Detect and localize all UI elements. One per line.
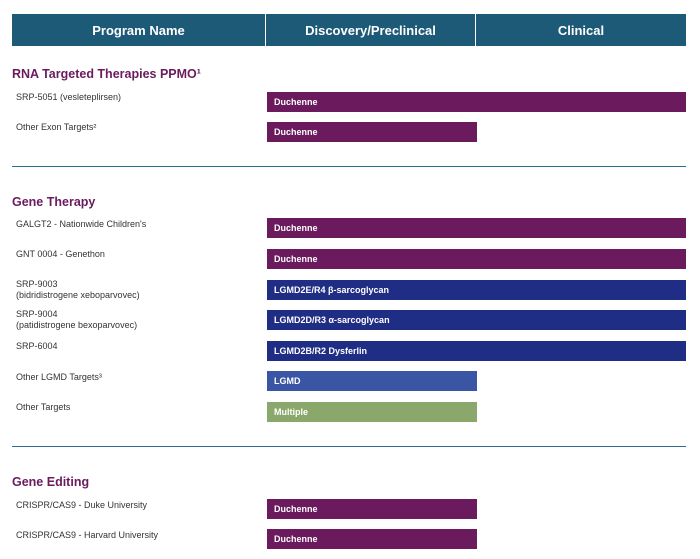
program-name: CRISPR/CAS9 - Duke University: [16, 500, 148, 510]
pipeline-bar: LGMD2E/R4 β-sarcoglycan: [267, 280, 686, 300]
pipeline-bar: Duchenne: [267, 122, 477, 142]
program-name: SRP-5051 (vesleteplirsen): [16, 92, 122, 102]
program-subname: (patidistrogene bexoparvovec): [16, 320, 138, 330]
section-divider: [12, 446, 686, 447]
header-clinical: Clinical: [476, 14, 686, 46]
program-name: SRP-9003 (bidridistrogene xeboparvovec): [16, 279, 140, 301]
pipeline-bar: Multiple: [267, 402, 477, 422]
pipeline-bar: Duchenne: [267, 92, 686, 112]
section-title-gene-editing: Gene Editing: [12, 475, 90, 489]
program-name: Other Targets: [16, 402, 71, 412]
program-name: GNT 0004 - Genethon: [16, 249, 105, 259]
header-discovery-preclinical: Discovery/Preclinical: [266, 14, 475, 46]
program-code: SRP-9004: [16, 309, 58, 319]
program-name: SRP-9004 (patidistrogene bexoparvovec): [16, 309, 137, 331]
pipeline-bar: LGMD2D/R3 α-sarcoglycan: [267, 310, 686, 330]
program-code: SRP-9003: [16, 279, 58, 289]
section-title-rna: RNA Targeted Therapies PPMO¹: [12, 67, 201, 81]
pipeline-bar: Duchenne: [267, 218, 686, 238]
section-divider: [12, 166, 686, 167]
pipeline-bar: LGMD: [267, 371, 477, 391]
program-subname: (bidridistrogene xeboparvovec): [16, 290, 140, 300]
program-name: SRP-6004: [16, 341, 58, 351]
section-title-gene-therapy: Gene Therapy: [12, 195, 96, 209]
header-program-name: Program Name: [12, 14, 265, 46]
program-name: Other Exon Targets²: [16, 122, 97, 132]
pipeline-bar: Duchenne: [267, 529, 477, 549]
program-name: Other LGMD Targets³: [16, 372, 102, 382]
pipeline-bar: LGMD2B/R2 Dysferlin: [267, 341, 686, 361]
program-name: CRISPR/CAS9 - Harvard University: [16, 530, 159, 540]
pipeline-bar: Duchenne: [267, 249, 686, 269]
program-name: GALGT2 - Nationwide Children's: [16, 219, 147, 229]
pipeline-bar: Duchenne: [267, 499, 477, 519]
